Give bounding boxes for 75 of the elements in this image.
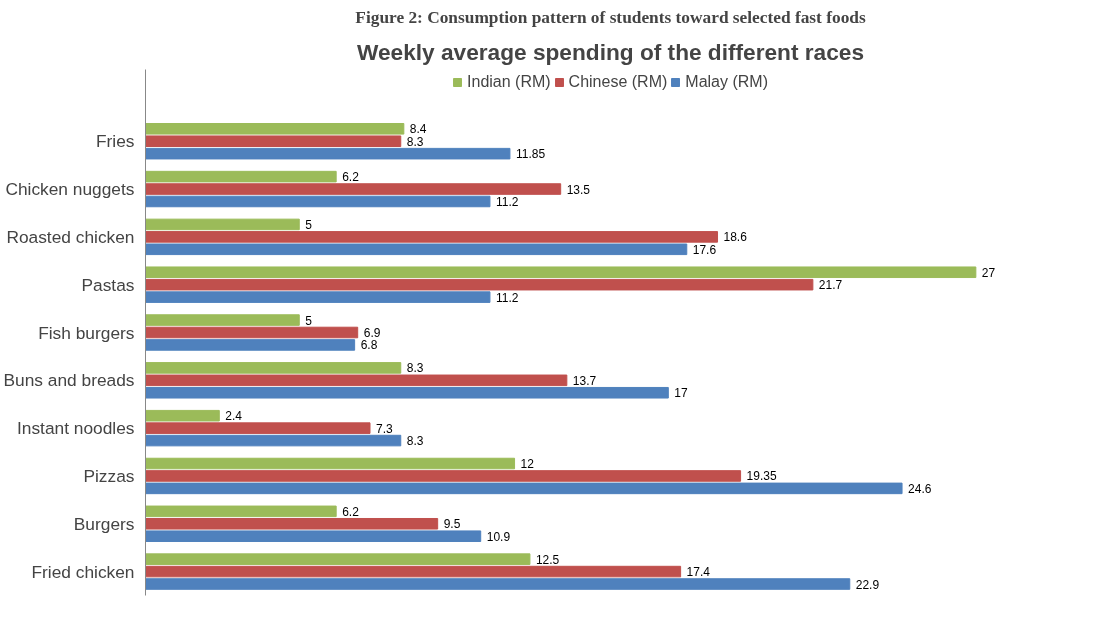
data-label: 2.4 [225,409,243,424]
bar [145,578,851,590]
caption: Figure 2: Consumption pattern of students toward selected fast foods [355,7,866,27]
data-label: 11.85 [515,147,546,162]
data-label: 8.3 [406,134,424,149]
data-label: 13.7 [572,373,597,388]
y-tick-label: Fried chicken [31,561,135,582]
bar [145,135,402,148]
data-label: 17 [674,386,688,401]
data-label: 12.5 [535,552,560,567]
bar [145,326,359,339]
bar [145,553,531,565]
data-label: 6.9 [363,326,381,340]
bar [145,434,402,447]
bar [145,530,482,542]
data-label: 8.3 [406,434,424,449]
data-label: 27 [981,265,996,280]
legend-label: Indian (RM) [467,73,551,91]
bar [145,243,688,256]
bar [145,195,491,208]
bar [145,339,356,351]
bar [145,147,511,160]
bar [145,386,669,399]
data-label: 10.9 [486,529,511,544]
bar [145,517,439,530]
data-label: 6.8 [360,338,378,353]
bar [145,123,405,135]
data-label: 13.5 [566,182,591,197]
bar [145,170,337,183]
bar [145,278,814,291]
bar [145,422,371,434]
data-label: 6.2 [342,170,360,185]
data-label: 17.6 [692,242,717,257]
bar [145,183,562,195]
data-label: 12 [520,457,535,472]
bar [145,505,337,518]
data-label: 5 [305,313,313,328]
data-label: 11.2 [495,290,519,305]
y-tick-label: Buns and breads [3,370,135,391]
bar [145,291,491,303]
bar [145,231,719,243]
chart-title: Weekly average spending of the different races [357,38,864,65]
bar [145,374,568,387]
y-tick-label: Pizzas [83,465,135,486]
bar [145,565,682,578]
data-label: 6.2 [342,504,360,519]
bar [145,218,300,231]
y-tick-label: Instant noodles [16,418,135,439]
data-label: 17.4 [686,565,711,580]
data-label: 7.3 [376,421,394,436]
y-tick-label: Burgers [73,513,135,534]
bar [145,362,402,374]
bar [145,266,977,279]
bar [145,314,300,326]
data-label: 22.9 [855,577,880,592]
y-tick-label: Fries [95,131,135,152]
data-label: 8.4 [409,122,427,137]
y-tick-label: Pastas [81,274,135,295]
data-label: 21.7 [818,278,843,293]
legend-label: Chinese (RM) [568,73,668,91]
y-tick-label: Fish burgers [38,322,135,343]
data-label: 24.6 [908,481,932,496]
data-label: 8.3 [406,361,424,376]
legend-label: Malay (RM) [685,73,768,91]
data-label: 5 [305,217,313,232]
data-label: 9.5 [443,517,461,532]
bar [145,482,903,495]
data-label: 18.6 [723,230,748,245]
y-tick-label: Roasted chicken [6,226,135,247]
bar [145,409,220,422]
y-tick-label: Chicken nuggets [5,179,135,200]
bar [145,470,742,482]
data-label: 19.35 [746,469,777,484]
bar [145,457,516,470]
data-label: 11.2 [495,194,519,209]
